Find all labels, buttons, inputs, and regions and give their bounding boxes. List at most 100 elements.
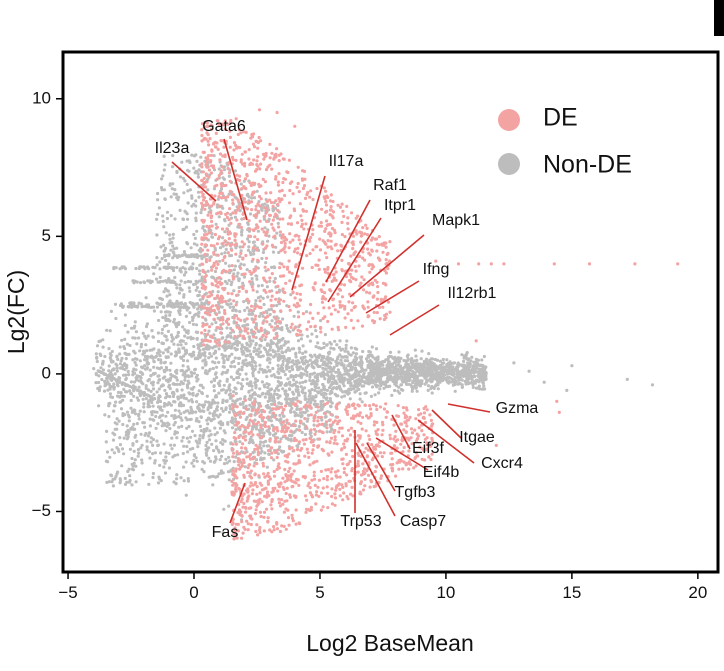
non-de-point	[406, 353, 410, 357]
non-de-point	[156, 198, 160, 202]
de-point	[384, 258, 388, 262]
non-de-point	[292, 410, 296, 414]
non-de-point	[151, 404, 155, 408]
non-de-point	[94, 381, 98, 385]
non-de-point	[250, 384, 254, 388]
non-de-point	[296, 339, 301, 343]
de-point	[331, 216, 335, 220]
non-de-point	[217, 360, 221, 364]
de-point	[322, 306, 326, 310]
de-point	[275, 147, 279, 151]
non-de-point	[261, 296, 265, 300]
non-de-point	[193, 236, 197, 240]
de-point	[270, 272, 274, 276]
de-point	[326, 239, 330, 243]
de-point	[252, 320, 256, 324]
non-de-point	[113, 477, 117, 481]
de-point	[365, 233, 369, 237]
non-de-point	[150, 413, 154, 417]
de-point	[373, 278, 377, 282]
non-de-point	[424, 376, 428, 380]
non-de-point	[215, 375, 219, 380]
non-de-point	[163, 388, 167, 392]
non-de-point	[135, 396, 139, 400]
non-de-point	[388, 371, 392, 375]
non-de-point	[255, 274, 259, 278]
non-de-point	[222, 383, 226, 387]
de-point	[356, 319, 360, 323]
de-point	[268, 276, 272, 280]
non-de-point	[148, 368, 152, 372]
non-de-point	[273, 399, 277, 404]
non-de-point	[409, 367, 413, 371]
non-de-point	[181, 325, 185, 329]
de-point	[252, 330, 256, 334]
non-de-point	[268, 410, 272, 414]
non-de-point	[137, 451, 141, 455]
non-de-point	[250, 427, 254, 431]
non-de-point	[263, 338, 267, 342]
de-point	[264, 256, 269, 260]
non-de-point	[202, 430, 206, 434]
non-de-point	[165, 403, 169, 407]
non-de-point	[180, 288, 184, 292]
de-point	[297, 238, 301, 242]
non-de-point	[386, 375, 390, 379]
non-de-point	[150, 329, 154, 333]
non-de-point	[240, 384, 245, 388]
non-de-point	[245, 306, 249, 310]
non-de-point	[155, 305, 159, 309]
non-de-point	[171, 236, 175, 240]
de-point	[279, 240, 284, 245]
non-de-point	[193, 357, 197, 361]
non-de-point	[430, 391, 434, 395]
non-de-point	[354, 371, 358, 375]
non-de-point	[156, 212, 160, 216]
non-de-point	[257, 401, 261, 406]
de-point	[366, 247, 370, 251]
non-de-point	[186, 217, 190, 221]
non-de-point	[95, 344, 100, 348]
de-point	[376, 285, 380, 289]
de-point	[289, 222, 293, 226]
non-de-point	[181, 435, 185, 440]
non-de-point	[194, 456, 198, 460]
non-de-point	[260, 207, 264, 211]
de-point	[363, 232, 367, 236]
non-de-point	[225, 377, 229, 381]
non-de-point	[186, 254, 190, 258]
non-de-point	[351, 387, 356, 391]
non-de-point	[314, 355, 318, 359]
de-point	[270, 222, 274, 226]
non-de-point	[184, 305, 188, 310]
non-de-point	[435, 367, 439, 371]
non-de-point	[191, 253, 196, 258]
non-de-point	[175, 246, 179, 250]
non-de-point	[109, 395, 113, 399]
non-de-point	[203, 354, 207, 358]
non-de-point	[223, 279, 227, 284]
non-de-point	[292, 362, 296, 366]
non-de-point	[180, 160, 184, 164]
non-de-point	[263, 226, 267, 230]
non-de-point	[314, 345, 318, 349]
non-de-point	[258, 363, 262, 367]
non-de-point	[187, 399, 191, 403]
de-point	[326, 267, 330, 271]
de-point	[331, 273, 335, 277]
non-de-point	[173, 275, 177, 280]
non-de-point	[197, 248, 201, 252]
de-point	[211, 304, 215, 308]
non-de-point	[375, 363, 379, 367]
non-de-point	[261, 370, 265, 374]
non-de-point	[173, 420, 177, 425]
non-de-point	[344, 389, 348, 393]
de-point	[336, 292, 340, 296]
non-de-point	[423, 362, 427, 366]
non-de-point	[481, 378, 486, 382]
non-de-point	[142, 405, 146, 409]
de-point	[250, 135, 255, 139]
non-de-point	[312, 423, 316, 427]
non-de-point	[144, 343, 148, 347]
non-de-point	[216, 290, 220, 294]
